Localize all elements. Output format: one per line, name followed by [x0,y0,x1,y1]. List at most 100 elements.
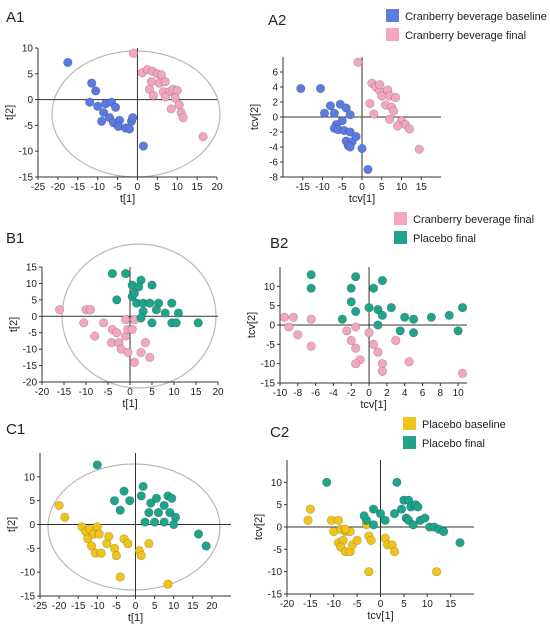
data-point [96,548,106,558]
data-point [107,268,117,279]
data-point [414,144,424,154]
data-point [345,110,355,120]
legend-swatch [403,436,416,449]
series-placebo-baseline [54,500,173,589]
data-point [193,529,204,539]
y-tick-label: 10 [24,472,36,483]
data-point [129,288,139,298]
data-point [54,500,64,511]
y-tick-label: -4 [269,143,278,154]
x-axis-title: t[1] [120,193,135,205]
x-tick-label: 20 [211,182,223,193]
data-point [375,508,386,519]
x-tick-label: -10 [273,388,288,399]
y-tick-label: -10 [23,345,38,356]
x-tick-label: 8 [438,388,444,399]
series-placebo-baseline [303,504,442,577]
panel-label: C1 [6,421,25,438]
legend: Placebo baseline Placebo final [403,417,506,450]
data-point [306,314,316,324]
data-point [111,550,121,561]
legend-label: Placebo final [413,233,476,245]
data-point [377,310,388,320]
data-point [171,318,181,328]
x-tick-label: 15 [416,182,428,193]
data-point [351,322,361,332]
data-point [144,507,154,518]
y-tick-label: 0 [27,95,33,106]
data-point [389,546,400,557]
legend-label: Cranberry beverage baseline [405,11,547,23]
data-point [404,124,415,134]
series-placebo-final [322,477,465,548]
data-point [363,164,373,175]
x-axis-title: tcv[1] [367,610,393,622]
data-point [147,280,157,290]
data-point [346,297,356,307]
data-point [386,303,396,313]
data-point [146,498,156,508]
x-tick-label: -25 [33,601,48,612]
data-point [128,113,138,123]
x-tick-label: -10 [90,182,105,193]
y-tick-label: -5 [28,328,37,339]
y-axis-title: tcv[2] [249,104,261,130]
data-point [173,308,183,318]
x-tick-label: 5 [149,387,155,398]
x-tick-label: -20 [52,601,67,612]
data-point [373,347,383,357]
y-tick-label: -5 [26,544,35,555]
data-point [136,550,146,561]
y-tick-label: -10 [19,147,34,158]
x-tick-label: 20 [212,387,224,398]
data-point [345,127,355,137]
x-tick-label: 5 [155,182,161,193]
y-tick-label: 5 [29,496,35,507]
data-point [98,318,109,328]
data-point [167,493,177,503]
data-point [369,109,379,119]
y-tick-label: -15 [261,379,276,390]
data-point [322,477,332,487]
legend-swatch [394,212,407,225]
y-tick-label: 10 [264,282,276,293]
data-point [375,80,385,90]
y-tick-label: -10 [268,567,283,578]
data-point [104,531,114,542]
data-point [368,283,379,293]
data-point [303,515,313,525]
data-point [373,320,383,330]
legend-swatch [386,9,399,22]
data-point [160,92,170,102]
x-axis-title: t[1] [128,612,143,624]
x-tick-label: -10 [79,387,94,398]
data-point [364,567,374,577]
data-point [129,357,139,367]
data-point [395,326,405,336]
data-point [99,107,109,118]
data-point [171,512,181,522]
series-placebo-final [92,460,211,551]
data-point [457,303,468,313]
x-tick-label: 10 [168,601,180,612]
y-tick-label: -5 [266,340,275,351]
data-point [124,124,135,134]
data-point [444,310,454,320]
x-tick-label: 4 [402,388,408,399]
y-tick-label: 5 [269,301,275,312]
x-tick-label: -10 [315,182,330,193]
x-tick-label: 10 [453,388,465,399]
x-tick-label: 0 [133,601,139,612]
data-point [306,283,316,293]
x-tick-label: 0 [127,387,133,398]
data-point [156,70,166,80]
data-point [112,328,122,338]
data-point [110,102,121,112]
y-tick-label: 6 [272,68,278,79]
data-point [392,477,402,487]
data-point [359,511,369,521]
data-point [346,335,356,346]
data-point [368,520,379,530]
data-point [396,504,407,514]
legend-swatch [403,417,416,430]
